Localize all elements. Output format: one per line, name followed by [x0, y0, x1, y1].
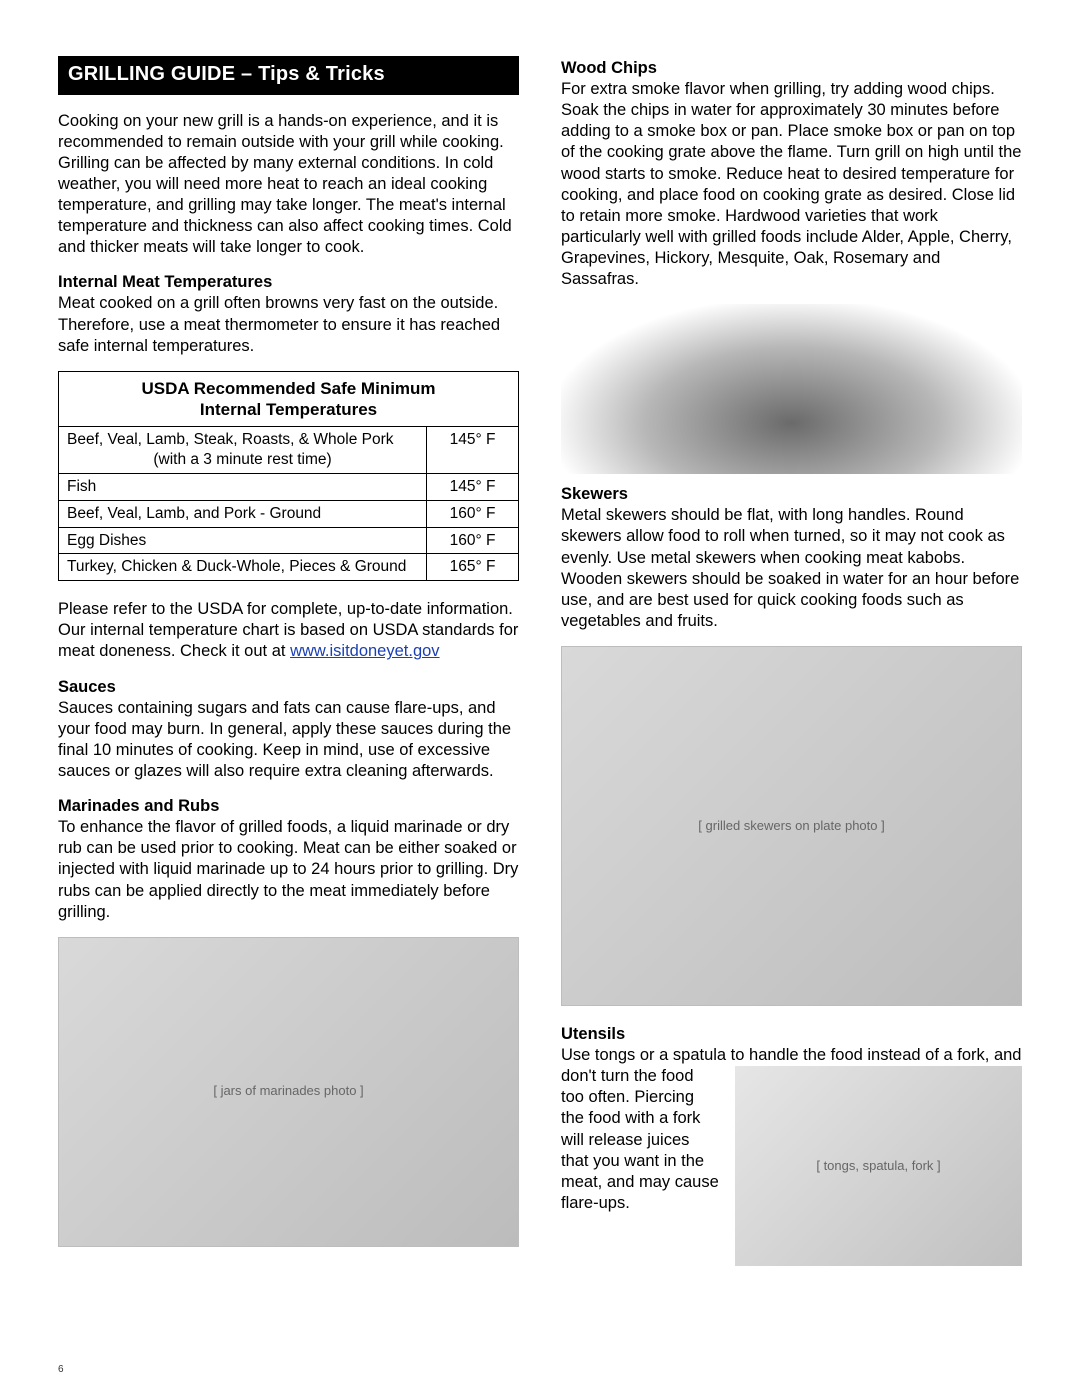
utensils-rest-text: don't turn the food too often. Piercing …: [561, 1066, 721, 1266]
table-row: Beef, Veal, Lamb, and Pork - Ground 160°…: [59, 500, 519, 527]
section-title: GRILLING GUIDE – Tips & Tricks: [58, 56, 519, 95]
skewers-image: [ grilled skewers on plate photo ]: [561, 646, 1022, 1006]
table-title-line2: Internal Temperatures: [200, 400, 377, 419]
table-cell-item: Beef, Veal, Lamb, and Pork - Ground: [59, 500, 427, 527]
left-column: GRILLING GUIDE – Tips & Tricks Cooking o…: [58, 56, 519, 1266]
table-cell-item: Turkey, Chicken & Duck-Whole, Pieces & G…: [59, 554, 427, 581]
usda-link[interactable]: www.isitdoneyet.gov: [290, 642, 440, 660]
utensils-heading: Utensils: [561, 1025, 625, 1043]
woodchips-block: Wood Chips For extra smoke flavor when g…: [561, 58, 1022, 290]
internal-temp-body: Meat cooked on a grill often browns very…: [58, 294, 500, 354]
usda-reference-paragraph: Please refer to the USDA for complete, u…: [58, 599, 519, 662]
utensils-image: [ tongs, spatula, fork ]: [735, 1066, 1022, 1266]
table-cell-temp: 160° F: [427, 500, 519, 527]
table-row: Egg Dishes 160° F: [59, 527, 519, 554]
internal-temp-block: Internal Meat Temperatures Meat cooked o…: [58, 272, 519, 356]
right-column: Wood Chips For extra smoke flavor when g…: [561, 56, 1022, 1266]
sauces-body: Sauces containing sugars and fats can ca…: [58, 699, 511, 780]
table-cell-item: Egg Dishes: [59, 527, 427, 554]
marinades-image: [ jars of marinades photo ]: [58, 937, 519, 1247]
woodchips-body: For extra smoke flavor when grilling, tr…: [561, 80, 1021, 288]
woodchips-heading: Wood Chips: [561, 59, 657, 77]
skewers-heading: Skewers: [561, 485, 628, 503]
internal-temp-heading: Internal Meat Temperatures: [58, 273, 272, 291]
usda-temp-table: USDA Recommended Safe Minimum Internal T…: [58, 371, 519, 581]
item-text: Beef, Veal, Lamb, Steak, Roasts, & Whole…: [67, 431, 394, 448]
item-note: (with a 3 minute rest time): [67, 450, 418, 470]
two-column-layout: GRILLING GUIDE – Tips & Tricks Cooking o…: [58, 56, 1022, 1266]
utensils-lead: Use tongs or a spatula to handle the foo…: [561, 1046, 1021, 1064]
marinades-block: Marinades and Rubs To enhance the flavor…: [58, 796, 519, 923]
marinades-body: To enhance the flavor of grilled foods, …: [58, 818, 518, 920]
table-cell-temp: 145° F: [427, 427, 519, 474]
marinades-heading: Marinades and Rubs: [58, 797, 219, 815]
woodchips-image: [561, 304, 1022, 474]
table-cell-item: Beef, Veal, Lamb, Steak, Roasts, & Whole…: [59, 427, 427, 474]
table-row: Fish 145° F: [59, 473, 519, 500]
intro-paragraph: Cooking on your new grill is a hands-on …: [58, 111, 519, 259]
page: GRILLING GUIDE – Tips & Tricks Cooking o…: [0, 0, 1080, 1397]
skewers-body: Metal skewers should be flat, with long …: [561, 506, 1019, 630]
table-cell-temp: 165° F: [427, 554, 519, 581]
usda-ref-text: Please refer to the USDA for complete, u…: [58, 600, 518, 660]
table-cell-item: Fish: [59, 473, 427, 500]
table-cell-temp: 160° F: [427, 527, 519, 554]
skewers-block: Skewers Metal skewers should be flat, wi…: [561, 484, 1022, 632]
table-row: Turkey, Chicken & Duck-Whole, Pieces & G…: [59, 554, 519, 581]
page-number: 6: [58, 1364, 64, 1375]
table-row: Beef, Veal, Lamb, Steak, Roasts, & Whole…: [59, 427, 519, 474]
utensils-block: Utensils Use tongs or a spatula to handl…: [561, 1024, 1022, 1266]
utensils-wrap: don't turn the food too often. Piercing …: [561, 1066, 1022, 1266]
table-title-line1: USDA Recommended Safe Minimum: [141, 379, 435, 398]
table-cell-temp: 145° F: [427, 473, 519, 500]
table-title: USDA Recommended Safe Minimum Internal T…: [59, 371, 519, 427]
sauces-heading: Sauces: [58, 678, 116, 696]
sauces-block: Sauces Sauces containing sugars and fats…: [58, 677, 519, 783]
